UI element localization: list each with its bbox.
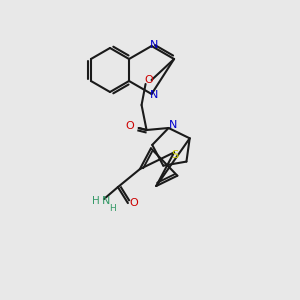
Text: O: O — [144, 75, 153, 85]
Text: N: N — [168, 120, 177, 130]
Text: S: S — [172, 150, 179, 161]
Text: H: H — [92, 196, 100, 206]
Text: O: O — [130, 198, 138, 208]
Text: H: H — [110, 204, 116, 213]
Text: N: N — [149, 90, 158, 100]
Text: O: O — [125, 121, 134, 131]
Text: N: N — [149, 40, 158, 50]
Text: N: N — [102, 196, 110, 206]
